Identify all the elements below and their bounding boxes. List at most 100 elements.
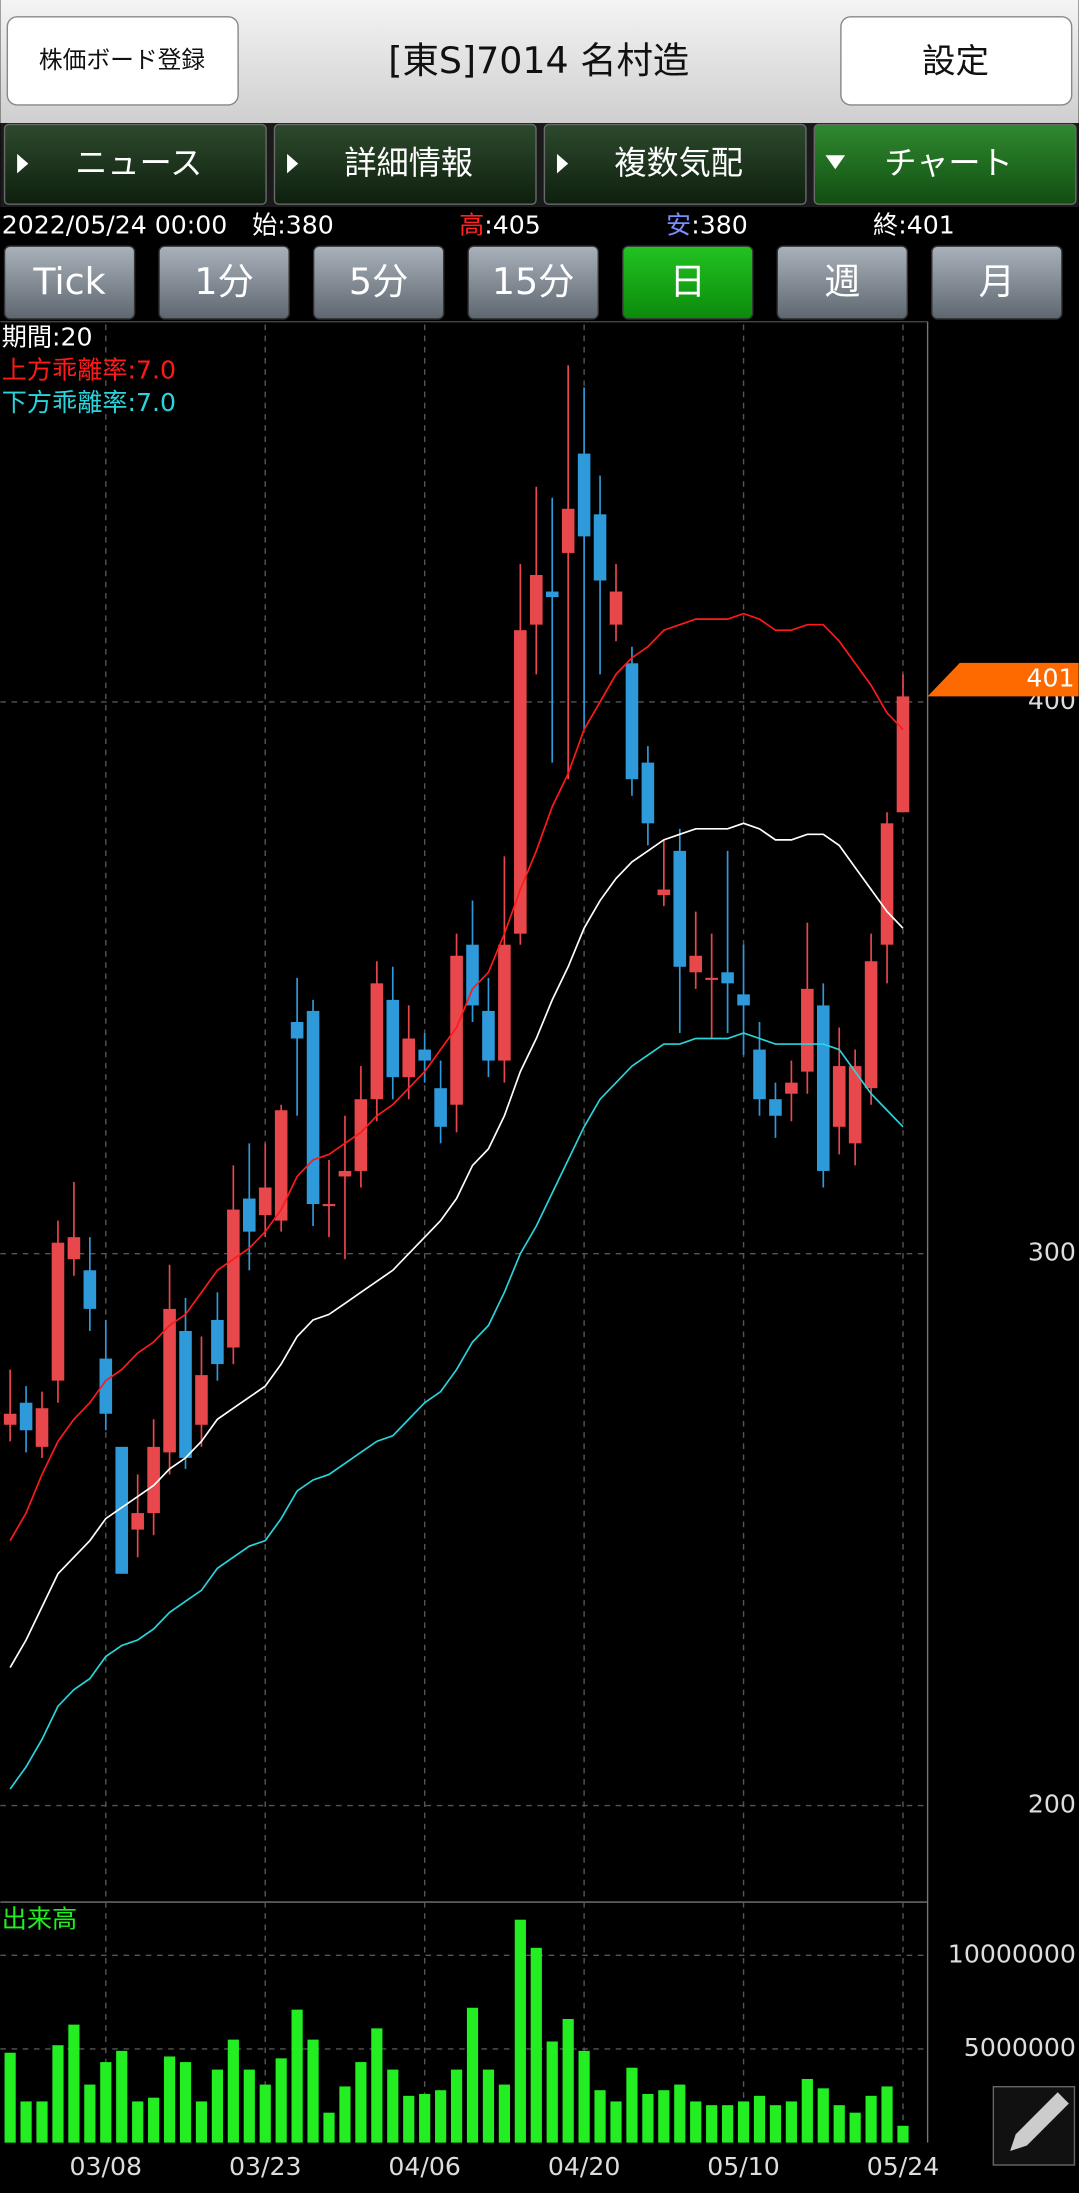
volume-bar: [865, 2095, 877, 2143]
candle-body: [402, 1038, 416, 1078]
candle-body: [99, 1358, 113, 1414]
volume-bar: [658, 2090, 670, 2143]
period-label: 週: [824, 260, 860, 303]
tab[interactable]: [543, 123, 807, 205]
candle-body: [577, 453, 591, 537]
volume-bar: [371, 2028, 383, 2143]
candle-body: [785, 1082, 798, 1094]
tab-arrow: [17, 153, 29, 174]
period-button[interactable]: [622, 245, 754, 320]
x-tick-label: 04/20: [548, 2152, 621, 2181]
volume-bar: [211, 2069, 223, 2143]
candle-body: [67, 1237, 81, 1260]
y-tick-label: 200: [1028, 1790, 1076, 1819]
candle-body: [354, 1099, 368, 1171]
volume-bar: [817, 2088, 829, 2143]
register-button[interactable]: [6, 16, 239, 106]
period-button[interactable]: [467, 245, 599, 320]
pencil-icon: [1010, 2092, 1069, 2152]
info-high-label: 高: [459, 211, 484, 240]
price-tag-label: 401: [1026, 664, 1074, 693]
period-label: Tick: [32, 260, 105, 303]
candle-body: [641, 762, 655, 824]
register-button-label: 株価ボード登録: [39, 46, 206, 74]
period-button[interactable]: [931, 245, 1063, 320]
candle-body: [19, 1402, 33, 1431]
candle-body: [801, 988, 814, 1072]
indicator-label: 上方乖離率:7.0: [2, 355, 176, 384]
candle-body: [609, 591, 623, 625]
volume-bar: [132, 2101, 144, 2143]
period-button[interactable]: [158, 245, 290, 320]
candle-body: [545, 591, 559, 598]
volume-bar: [307, 2039, 319, 2143]
volume-title: 出来高: [2, 1904, 77, 1933]
candle-body: [705, 977, 718, 980]
candle-body: [848, 1066, 862, 1144]
title: [東S]7014 名村造: [388, 39, 689, 82]
candle-body: [529, 574, 543, 625]
volume-bar: [243, 2069, 255, 2143]
volume-bar: [578, 2050, 590, 2143]
volume-tick-label: 10000000: [948, 1939, 1076, 1968]
tab[interactable]: [3, 123, 267, 205]
price-tag: [927, 662, 1079, 697]
period-button[interactable]: [776, 245, 909, 320]
candle-body: [466, 944, 479, 1006]
candle-body: [482, 1010, 495, 1061]
volume-bar: [419, 2093, 431, 2143]
candle-body: [753, 1049, 766, 1100]
settings-button-label: 設定: [922, 41, 989, 80]
volume-bar: [610, 2101, 622, 2143]
period-button[interactable]: [3, 245, 136, 320]
candle-body: [498, 944, 511, 1061]
volume-bar: [259, 2084, 271, 2143]
volume-bar: [20, 2101, 32, 2143]
candle-body: [370, 983, 384, 1100]
volume-tick-label: 5000000: [964, 2033, 1076, 2062]
settings-button[interactable]: [840, 16, 1073, 106]
tab[interactable]: [273, 123, 537, 205]
x-tick-label: 04/06: [388, 2152, 461, 2181]
info-low: 安:380: [666, 211, 748, 240]
volume-bar: [514, 1919, 526, 2143]
info-open-value: :380: [277, 211, 334, 240]
band-line: [9, 1032, 904, 1790]
tab-label: ニュース: [75, 144, 202, 182]
volume-bar: [849, 2112, 861, 2143]
x-tick-label: 05/10: [707, 2152, 780, 2181]
tab[interactable]: [813, 123, 1077, 205]
period-button[interactable]: [312, 245, 445, 320]
indicator-label: 下方乖離率:7.0: [2, 388, 176, 417]
candle-body: [721, 972, 734, 984]
candle-body: [211, 1319, 224, 1365]
volume-bar: [785, 2101, 797, 2143]
volume-bar: [355, 2062, 367, 2143]
info-low-label: 安: [666, 211, 691, 240]
tab-label: 詳細情報: [344, 144, 473, 182]
volume-bar: [4, 2052, 16, 2143]
volume-bar: [435, 2090, 447, 2143]
candle-body: [625, 663, 639, 780]
volume-bar: [466, 2007, 479, 2143]
volume-bar: [291, 2009, 303, 2143]
y-tick-label: 300: [1028, 1238, 1076, 1267]
info-date: 2022/05/24 00:00: [2, 211, 228, 240]
candle-body: [115, 1446, 129, 1574]
period-label: 日: [670, 260, 706, 303]
candle-body: [864, 961, 878, 1089]
tab-label: チャート: [884, 144, 1012, 182]
candle-body: [896, 696, 910, 813]
tab-label: 複数気配: [614, 144, 743, 182]
indicator-label: 期間:20: [2, 322, 93, 351]
candle-body: [35, 1408, 49, 1447]
volume-bar: [403, 2095, 415, 2143]
volume-bar: [323, 2112, 335, 2143]
volume-bar: [737, 2101, 750, 2143]
info-close-value: :401: [898, 211, 955, 240]
candle-body: [450, 955, 463, 1105]
candle-body: [51, 1242, 65, 1381]
tab-arrow: [556, 153, 569, 174]
